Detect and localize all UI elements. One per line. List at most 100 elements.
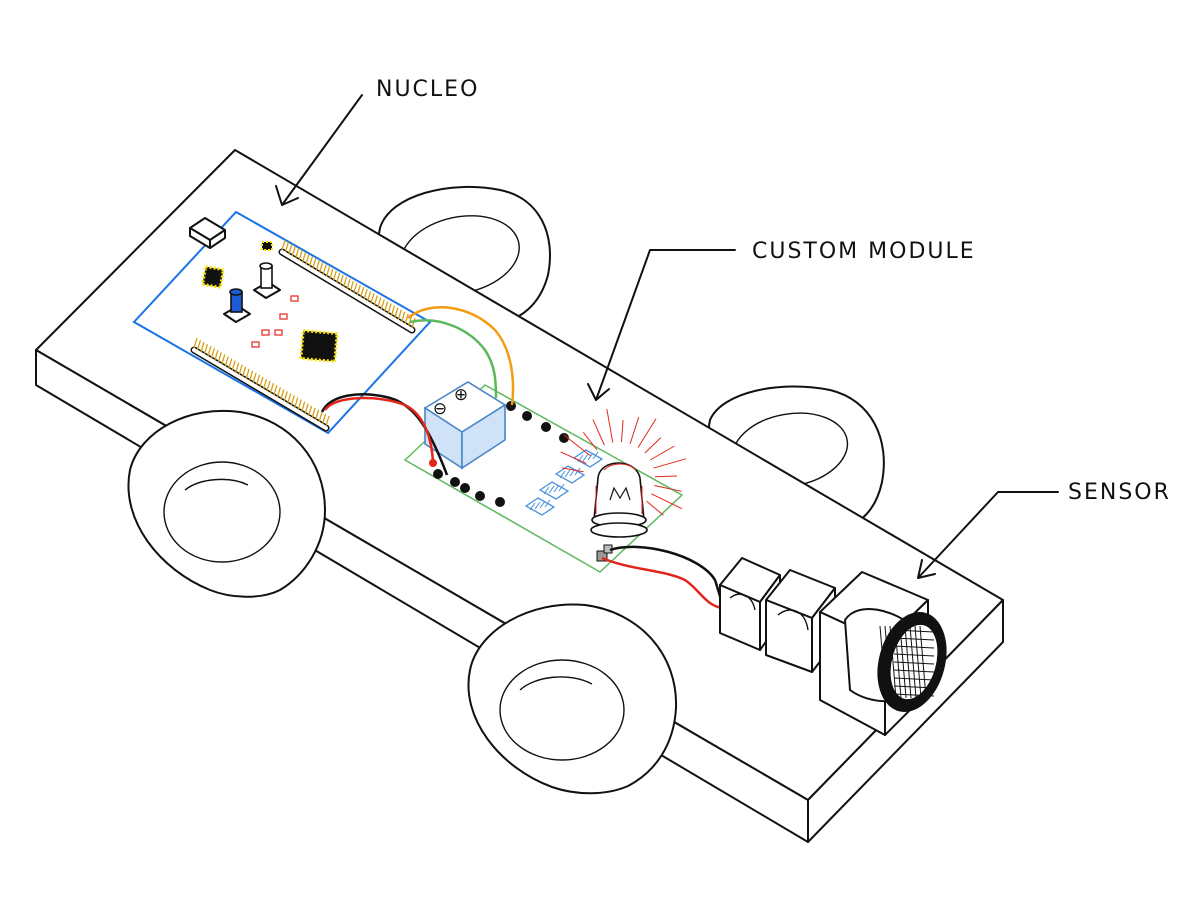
wire-black-power	[320, 393, 449, 476]
smd-part	[274, 329, 283, 336]
header-body-inner	[192, 348, 328, 430]
header-pin	[281, 239, 286, 251]
header-pin	[308, 256, 313, 267]
header-pin	[380, 299, 385, 310]
terminal-block: ⊖ ⊕	[423, 381, 507, 470]
header-pin	[193, 337, 198, 349]
wire-red-sensor	[601, 556, 723, 610]
header-pin	[314, 409, 320, 421]
header-pin	[315, 260, 320, 271]
header-pin	[217, 352, 222, 363]
header-pin	[397, 309, 402, 320]
header-pin	[311, 407, 316, 418]
header-pin	[329, 268, 334, 279]
glow-ray	[653, 458, 687, 469]
small-chip	[261, 241, 273, 251]
header-pin	[228, 358, 233, 369]
header-pin	[308, 405, 313, 416]
header-pin	[235, 362, 240, 373]
header-pin	[273, 385, 278, 396]
glow-ray	[582, 431, 598, 450]
header-pin	[312, 258, 317, 269]
glow-ray	[561, 467, 584, 473]
header-pin	[221, 354, 226, 365]
header-pin	[301, 252, 307, 263]
glow-ray	[621, 420, 624, 443]
mesh-line	[914, 625, 922, 699]
header-pin	[342, 276, 348, 288]
mesh-line	[893, 645, 935, 649]
header-pin	[353, 282, 358, 294]
header-pin	[242, 366, 247, 377]
glow-ray	[563, 434, 591, 457]
mesh-line	[919, 625, 927, 699]
header-pin	[377, 297, 382, 308]
header-pin	[200, 341, 205, 353]
glow-ray	[644, 437, 662, 454]
smd-components	[251, 295, 299, 348]
mesh-line	[893, 693, 935, 697]
module-pin	[495, 497, 505, 507]
annotations: NUCLEO CUSTOM MODULE SENSOR	[275, 77, 1169, 579]
header-pin	[269, 382, 275, 394]
header-pin	[373, 295, 378, 306]
header-pin	[387, 303, 392, 314]
header-pin	[394, 307, 399, 318]
glow-ray	[637, 418, 657, 448]
header-pin	[255, 374, 261, 386]
header-pin	[325, 266, 331, 277]
mesh-line	[893, 677, 935, 681]
user-button-blue	[223, 288, 251, 323]
module-pin	[475, 491, 485, 501]
glow-ray	[592, 419, 605, 446]
smd-part	[261, 329, 270, 336]
header-pin	[349, 280, 355, 292]
wire-orange	[407, 306, 515, 406]
header-pin	[336, 272, 341, 284]
header-pin	[360, 287, 365, 298]
module-pin	[433, 469, 443, 479]
module-pin	[559, 433, 569, 443]
glow-ray	[629, 416, 640, 444]
led	[560, 408, 687, 538]
resistor	[538, 481, 570, 500]
mesh-line	[879, 625, 887, 699]
reset-button	[253, 262, 281, 299]
header-pin	[301, 401, 306, 412]
header-pin	[411, 317, 416, 329]
header-pin	[252, 372, 257, 384]
header-pin	[284, 241, 290, 253]
header-pin	[346, 278, 351, 290]
header-pin	[224, 356, 229, 367]
header-pin	[283, 391, 288, 402]
header-pin	[318, 411, 323, 423]
pointer-nucleo	[275, 94, 363, 206]
header-pin	[196, 339, 202, 351]
header-pin	[304, 403, 309, 414]
header-pin	[259, 376, 264, 388]
glow-ray	[654, 475, 677, 478]
glow-ray	[560, 451, 587, 464]
header-pin	[231, 360, 236, 371]
sensor-mount-2	[765, 569, 836, 673]
header-pin	[287, 393, 292, 404]
glow-ray	[649, 445, 675, 461]
glow-ray	[646, 500, 664, 516]
resistors	[524, 449, 604, 516]
glow-ray	[606, 408, 614, 443]
module-pin-rows	[429, 401, 569, 507]
wheel-front-left	[127, 409, 326, 598]
sensor-housing	[819, 571, 947, 736]
glow-ray	[654, 484, 682, 492]
wire-red-power	[323, 396, 435, 464]
module-pin	[460, 483, 470, 493]
header-pin	[366, 291, 372, 302]
header-pin	[363, 289, 368, 300]
label-nucleo: NUCLEO	[376, 77, 479, 102]
header-pin	[370, 293, 375, 304]
header-pin	[203, 343, 209, 355]
mcu-chip-large	[299, 328, 339, 364]
header-pin	[245, 368, 250, 379]
header-pin	[210, 348, 215, 359]
header-pin	[390, 305, 396, 316]
